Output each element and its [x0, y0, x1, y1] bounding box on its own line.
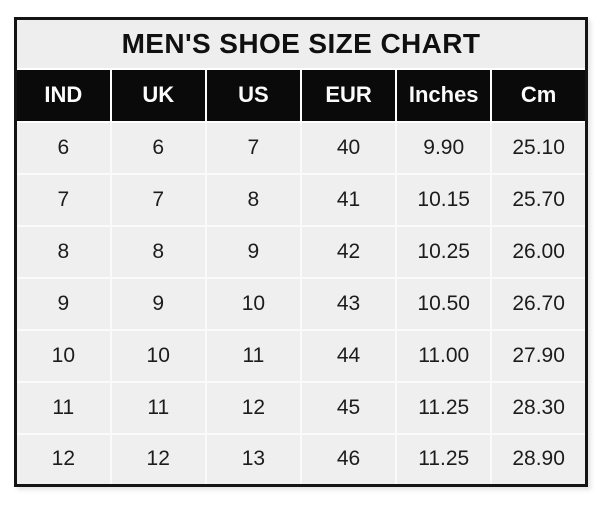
- table-cell: 8: [14, 224, 112, 279]
- table-cell: 6: [109, 120, 207, 175]
- table-cell: 10.15: [395, 172, 493, 227]
- table-cell: 11.25: [395, 432, 493, 487]
- column-header-eur: EUR: [299, 68, 398, 123]
- table-cell: 11: [14, 380, 112, 435]
- column-header-uk: UK: [109, 68, 207, 123]
- table-cell: 11.25: [395, 380, 493, 435]
- table-cell: 8: [204, 172, 302, 227]
- table-cell: 9: [14, 276, 112, 331]
- table-cell: 11.00: [395, 328, 493, 383]
- table-cell: 6: [14, 120, 112, 175]
- table-cell: 40: [299, 120, 398, 175]
- table-row: 8 8 9 42 10.25 26.00: [14, 224, 588, 279]
- title-row: MEN'S SHOE SIZE CHART: [15, 18, 587, 70]
- table-cell: 25.70: [490, 172, 588, 227]
- table-cell: 42: [299, 224, 398, 279]
- table-cell: 8: [109, 224, 207, 279]
- table-cell: 26.70: [490, 276, 588, 331]
- table-cell: 46: [299, 432, 398, 487]
- table-row: 11 11 12 45 11.25 28.30: [14, 380, 588, 435]
- table-cell: 44: [299, 328, 398, 383]
- table-cell: 13: [204, 432, 302, 487]
- page-title: MEN'S SHOE SIZE CHART: [15, 18, 587, 70]
- table-cell: 25.10: [490, 120, 588, 175]
- table-cell: 9: [109, 276, 207, 331]
- table-cell: 45: [299, 380, 398, 435]
- table-row: 10 10 11 44 11.00 27.90: [14, 328, 588, 383]
- table-cell: 7: [109, 172, 207, 227]
- table-head: MEN'S SHOE SIZE CHART IND UK US EUR Inch…: [14, 18, 588, 123]
- table-cell: 9: [204, 224, 302, 279]
- table-cell: 10: [109, 328, 207, 383]
- table-cell: 12: [204, 380, 302, 435]
- table-cell: 41: [299, 172, 398, 227]
- table-row: 7 7 8 41 10.15 25.70: [14, 172, 588, 227]
- table-row: 12 12 13 46 11.25 28.90: [14, 432, 588, 487]
- table-cell: 10: [14, 328, 112, 383]
- table-cell: 7: [204, 120, 302, 175]
- table-cell: 11: [109, 380, 207, 435]
- column-header-us: US: [204, 68, 302, 123]
- column-header-ind: IND: [14, 68, 112, 123]
- table-cell: 10: [204, 276, 302, 331]
- table-row: 9 9 10 43 10.50 26.70: [14, 276, 588, 331]
- table-cell: 12: [109, 432, 207, 487]
- column-header-cm: Cm: [490, 68, 588, 123]
- table-cell: 26.00: [490, 224, 588, 279]
- table-cell: 43: [299, 276, 398, 331]
- header-row: IND UK US EUR Inches Cm: [14, 68, 588, 123]
- table-cell: 28.90: [490, 432, 588, 487]
- table-cell: 9.90: [395, 120, 493, 175]
- table-cell: 27.90: [490, 328, 588, 383]
- table-cell: 10.50: [395, 276, 493, 331]
- table-cell: 28.30: [490, 380, 588, 435]
- table-cell: 7: [14, 172, 112, 227]
- column-header-inches: Inches: [395, 68, 493, 123]
- table-cell: 11: [204, 328, 302, 383]
- table-cell: 12: [14, 432, 112, 487]
- table-cell: 10.25: [395, 224, 493, 279]
- shoe-size-chart-table: MEN'S SHOE SIZE CHART IND UK US EUR Inch…: [14, 17, 588, 487]
- table-row: 6 6 7 40 9.90 25.10: [14, 120, 588, 175]
- table-body: 6 6 7 40 9.90 25.10 7 7 8 41 10.15 25.70…: [14, 120, 588, 487]
